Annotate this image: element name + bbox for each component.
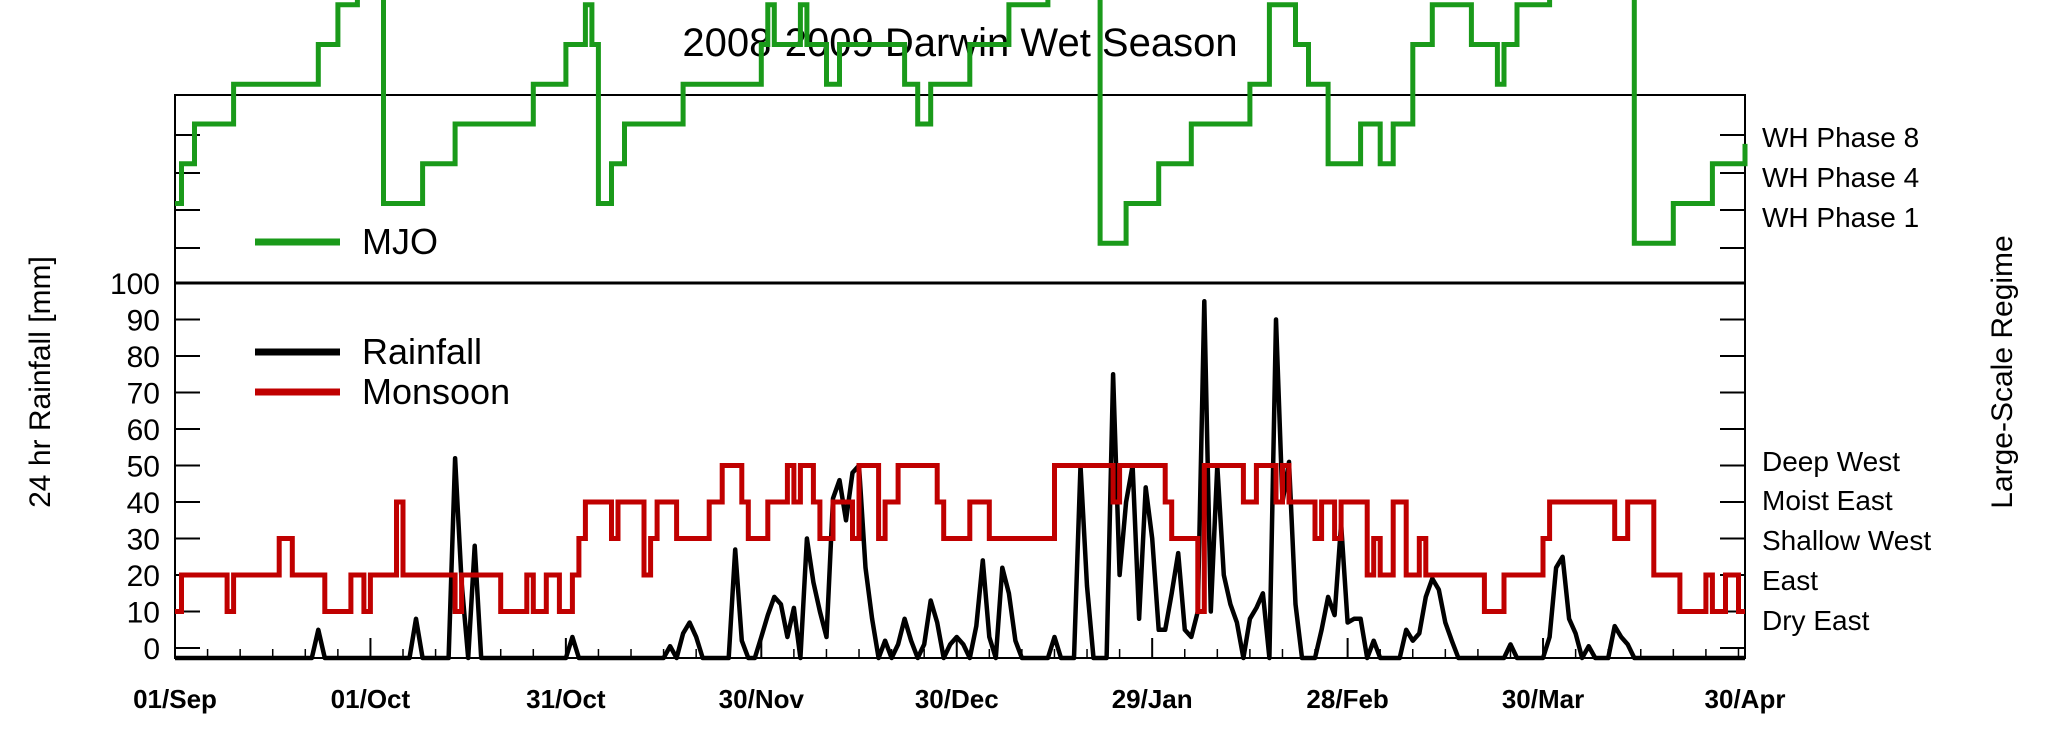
regime-label: Shallow West	[1762, 525, 1931, 556]
regime-label: Deep West	[1762, 446, 1900, 477]
x-tick-label: 29/Jan	[1112, 684, 1193, 714]
y-tick-label: 0	[143, 633, 160, 666]
series-monsoon	[175, 463, 1745, 614]
y-tick-label: 40	[127, 487, 160, 520]
x-tick-label: 28/Feb	[1306, 684, 1388, 714]
y-tick-label: 60	[127, 414, 160, 447]
x-tick-label: 01/Oct	[331, 684, 411, 714]
series-rainfall	[175, 299, 1745, 661]
x-tick-label: 30/Dec	[915, 684, 999, 714]
y-axis-label: 24 hr Rainfall [mm]	[24, 256, 57, 508]
mjo-phase-label: WH Phase 4	[1762, 162, 1919, 193]
y-tick-label: 80	[127, 341, 160, 374]
x-tick-label: 30/Mar	[1502, 684, 1584, 714]
plot-frame	[174, 94, 1746, 659]
legend-label-rainfall: Rainfall	[362, 331, 482, 372]
legend: MJO Rainfall Monsoon	[255, 221, 510, 412]
y-tick-label: 20	[127, 560, 160, 593]
mjo-phase-label: WH Phase 8	[1762, 122, 1919, 153]
y-tick-label: 50	[127, 451, 160, 484]
right-axis-label: Large-Scale Regime	[1986, 235, 2019, 508]
x-tick-label: 01/Sep	[133, 684, 217, 714]
x-axis-ticks: 01/Sep 01/Oct 31/Oct 30/Nov 30/Dec 29/Jan 28/F…	[133, 638, 1785, 714]
legend-label-mjo: MJO	[362, 221, 438, 262]
regime-label: East	[1762, 565, 1818, 596]
y-tick-label: 90	[127, 305, 160, 338]
regime-labels: WH Phase 8 WH Phase 4 WH Phase 1 Deep West M…	[1762, 122, 1931, 636]
x-tick-label: 30/Nov	[719, 684, 805, 714]
x-tick-label: 31/Oct	[526, 684, 606, 714]
legend-label-monsoon: Monsoon	[362, 371, 510, 412]
y-tick-label: 100	[110, 268, 160, 301]
plot-border	[174, 94, 1746, 659]
x-tick-label: 30/Apr	[1705, 684, 1786, 714]
y-tick-label: 30	[127, 524, 160, 557]
mjo-phase-label: WH Phase 1	[1762, 202, 1919, 233]
y-tick-label: 70	[127, 378, 160, 411]
series-layer	[175, 0, 1748, 661]
series-mjo	[175, 0, 1748, 246]
regime-label: Moist East	[1762, 485, 1893, 516]
y-tick-label: 10	[127, 597, 160, 630]
regime-label: Dry East	[1762, 605, 1870, 636]
